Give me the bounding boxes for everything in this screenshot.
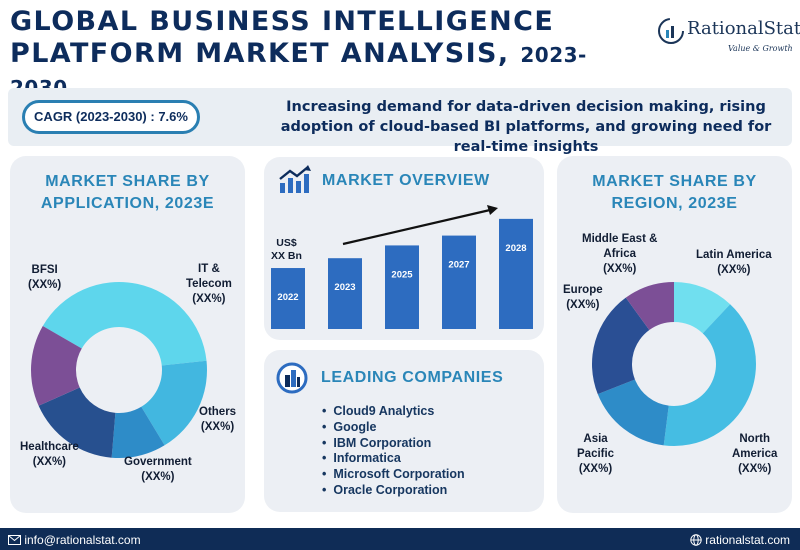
list-item: Oracle Corporation xyxy=(322,483,465,499)
label-latam-value: (XX%) xyxy=(717,264,751,276)
growth-chart-icon xyxy=(279,165,311,193)
label-na-line-1: North xyxy=(739,433,771,445)
label-asia-pacific: Asia Pacific (XX%) xyxy=(577,432,614,477)
footer-bar: info@rationalstat.com rationalstat.com xyxy=(0,528,800,550)
buildings-icon xyxy=(276,362,308,394)
label-it-telecom: IT & Telecom (XX%) xyxy=(186,262,232,307)
label-others: Others (XX%) xyxy=(199,405,236,435)
companies-list: Cloud9 Analytics Google IBM Corporation … xyxy=(322,404,465,499)
application-title-line-2: APPLICATION, 2023E xyxy=(40,195,215,212)
overview-panel-title: MARKET OVERVIEW xyxy=(322,172,490,189)
overview-unit-line-2: XX Bn xyxy=(271,250,302,262)
logo-name: RationalStat xyxy=(687,18,800,39)
mail-icon xyxy=(8,534,21,545)
label-middle-east-africa: Middle East & Africa (XX%) xyxy=(582,232,657,277)
label-na-value: (XX%) xyxy=(738,463,772,475)
list-item: Informatica xyxy=(322,451,465,467)
label-it-value: (XX%) xyxy=(192,293,226,305)
label-na-line-2: America xyxy=(732,448,778,460)
logo-tagline: Value & Growth xyxy=(728,44,793,53)
label-government: Government (XX%) xyxy=(124,455,192,485)
label-north-america: North America (XX%) xyxy=(732,432,777,477)
label-europe-value: (XX%) xyxy=(566,299,600,311)
region-title-line-2: REGION, 2023E xyxy=(611,195,738,212)
cagr-badge: CAGR (2023-2030) : 7.6% xyxy=(22,100,200,134)
globe-icon xyxy=(690,534,702,546)
title-line-2-text: PLATFORM MARKET ANALYSIS, xyxy=(10,38,510,69)
label-others-value: (XX%) xyxy=(200,421,235,433)
label-government-value: (XX%) xyxy=(141,471,175,483)
label-mea-line-2: Africa xyxy=(603,248,636,260)
application-title-line-1: MARKET SHARE BY xyxy=(45,173,210,190)
title-line-2: PLATFORM MARKET ANALYSIS, 2023-2030 xyxy=(10,38,630,104)
brand-logo: RationalStat Value & Growth xyxy=(656,14,800,60)
list-item: Google xyxy=(322,420,465,436)
label-government-name: Government xyxy=(124,456,192,468)
label-europe-name: Europe xyxy=(563,284,603,296)
companies-panel-title: LEADING COMPANIES xyxy=(321,369,504,386)
list-item: IBM Corporation xyxy=(322,436,465,452)
label-latin-america: Latin America (XX%) xyxy=(696,248,772,278)
label-apac-line-2: Pacific xyxy=(577,448,615,460)
title-line-1: GLOBAL BUSINESS INTELLIGENCE xyxy=(10,6,555,37)
region-panel-title: MARKET SHARE BY REGION, 2023E xyxy=(557,171,792,215)
label-it-line-2: Telecom xyxy=(186,278,232,290)
overview-unit-label: US$ XX Bn xyxy=(271,237,302,263)
label-bfsi-name: BFSI xyxy=(31,264,58,276)
market-drivers-text: Increasing demand for data-driven decisi… xyxy=(280,99,772,155)
footer-website[interactable]: rationalstat.com xyxy=(690,532,790,547)
footer-email-text: info@rationalstat.com xyxy=(24,532,141,547)
rationalstat-logo-icon xyxy=(658,18,684,44)
label-bfsi-value: (XX%) xyxy=(28,279,62,291)
label-healthcare-value: (XX%) xyxy=(32,456,67,468)
footer-email[interactable]: info@rationalstat.com xyxy=(8,532,141,547)
page-title: GLOBAL BUSINESS INTELLIGENCE PLATFORM MA… xyxy=(10,6,630,104)
label-apac-value: (XX%) xyxy=(578,463,613,475)
label-europe: Europe (XX%) xyxy=(563,283,603,313)
label-mea-value: (XX%) xyxy=(603,263,637,275)
application-panel-title: MARKET SHARE BY APPLICATION, 2023E xyxy=(10,171,245,215)
label-mea-line-1: Middle East & xyxy=(582,233,658,245)
label-latam-name: Latin America xyxy=(696,249,772,261)
summary-banner: CAGR (2023-2030) : 7.6% Increasing deman… xyxy=(8,88,792,155)
label-it-line-1: IT & xyxy=(198,263,220,275)
list-item: Microsoft Corporation xyxy=(322,467,464,483)
region-title-line-1: MARKET SHARE BY xyxy=(592,173,757,190)
list-item: Cloud9 Analytics xyxy=(322,404,465,420)
label-healthcare: Healthcare (XX%) xyxy=(20,440,79,470)
footer-website-text: rationalstat.com xyxy=(705,532,790,547)
label-healthcare-name: Healthcare xyxy=(20,441,79,453)
label-others-name: Others xyxy=(199,406,237,418)
label-bfsi: BFSI (XX%) xyxy=(28,263,61,293)
label-apac-line-1: Asia xyxy=(583,433,608,445)
overview-unit-line-1: US$ xyxy=(276,237,297,249)
